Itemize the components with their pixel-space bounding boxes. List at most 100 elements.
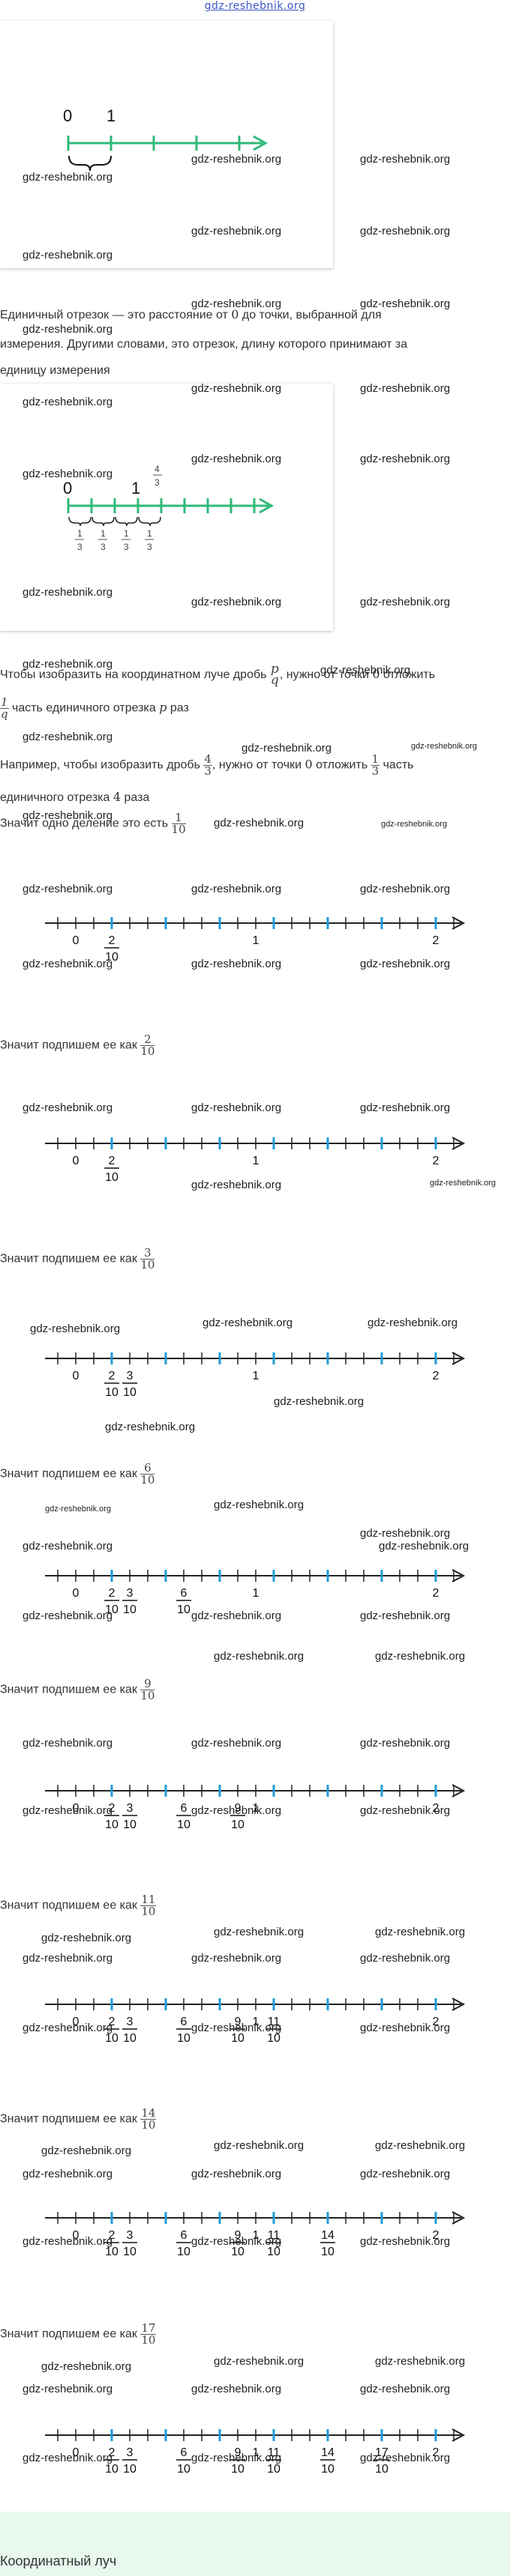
watermark: gdz-reshebnik.org xyxy=(191,2168,282,2180)
number-line-2: 0 1 2 2 10 xyxy=(45,1137,466,1184)
arrow-head xyxy=(253,135,268,151)
tick-label-one: 1 xyxy=(253,1587,260,1600)
axis-arrow xyxy=(452,2211,466,2225)
watermark: gdz-reshebnik.org xyxy=(214,1926,304,1938)
fraction-numerator: 2 xyxy=(109,1587,116,1600)
watermark: gdz-reshebnik.org xyxy=(191,2383,282,2395)
watermark: gdz-reshebnik.org xyxy=(191,1952,282,1965)
number-line-5: 0 1 2 2 10 3 10 6 10 9 10 xyxy=(45,1784,466,1831)
caption-fraction: 6 10 xyxy=(140,1461,155,1487)
tick-label-two: 2 xyxy=(433,2229,440,2242)
watermark: gdz-reshebnik.org xyxy=(41,1932,132,1944)
tick-label-one: 1 xyxy=(253,1155,260,1167)
watermark: gdz-reshebnik.org xyxy=(22,2022,113,2034)
watermark: gdz-reshebnik.org xyxy=(22,658,113,671)
caption-label-as: Значит подпишем ее как 3 10 xyxy=(0,1246,155,1272)
fraction-denominator: 10 xyxy=(177,1603,190,1616)
watermark: gdz-reshebnik.org xyxy=(22,2235,113,2248)
watermark: gdz-reshebnik.org xyxy=(191,453,282,465)
watermark: gdz-reshebnik.org xyxy=(214,817,304,829)
tick-label-two: 2 xyxy=(433,2446,440,2459)
fraction-denominator: 10 xyxy=(105,2246,118,2258)
watermark: gdz-reshebnik.org xyxy=(274,1395,364,1408)
fraction-denominator: 10 xyxy=(123,1386,136,1399)
watermark: gdz-reshebnik.org xyxy=(191,883,282,895)
watermark: gdz-reshebnik.org xyxy=(214,2355,304,2368)
site-header-link[interactable]: gdz-reshebnik.org xyxy=(204,0,306,12)
watermark: gdz-reshebnik.org xyxy=(191,1804,282,1817)
fraction-numerator: 3 xyxy=(127,1587,134,1600)
fraction-denominator: 10 xyxy=(105,1386,118,1399)
caption-label-as: Значит подпишем ее как 14 10 xyxy=(0,2106,157,2132)
fraction-denominator: 10 xyxy=(123,2463,136,2476)
watermark: gdz-reshebnik.org xyxy=(191,2022,282,2034)
tick-label-two: 2 xyxy=(433,1802,440,1815)
watermark: gdz-reshebnik.org xyxy=(191,2452,282,2464)
unit-segment-figure: 0 1 xyxy=(0,21,333,268)
tick-label-one: 1 xyxy=(253,1370,260,1382)
fraction-denominator: 10 xyxy=(177,2246,190,2258)
thirds-figure: 0 1 4 3 1 3 1 3 1 3 1 3 xyxy=(0,384,333,631)
rule-line-1: Чтобы изобразить на координатном луче др… xyxy=(0,662,436,688)
fraction-numerator: 11 xyxy=(268,2016,280,2028)
watermark: gdz-reshebnik.org xyxy=(360,883,451,895)
watermark: gdz-reshebnik.org xyxy=(191,153,282,166)
number-line-4: 0 1 2 2 10 3 10 6 10 xyxy=(45,1569,466,1616)
definition-line-1: Единичный отрезок — это расстояние от 0 … xyxy=(0,307,382,321)
watermark: gdz-reshebnik.org xyxy=(411,742,478,751)
fraction-numerator: 2 xyxy=(109,1370,116,1382)
watermark: gdz-reshebnik.org xyxy=(360,2452,451,2464)
fraction-numerator: 17 xyxy=(375,2446,388,2459)
fraction-numerator: 14 xyxy=(321,2446,334,2459)
caption-fraction: 17 10 xyxy=(140,2321,157,2347)
fraction-numerator: 6 xyxy=(181,2016,188,2028)
fraction-numerator: 2 xyxy=(109,2229,116,2242)
watermark: gdz-reshebnik.org xyxy=(360,2022,451,2034)
axis-arrow xyxy=(452,916,466,930)
watermark: gdz-reshebnik.org xyxy=(22,2452,113,2464)
caption-label-as: Значит подпишем ее как 6 10 xyxy=(0,1461,155,1487)
watermark: gdz-reshebnik.org xyxy=(375,1650,466,1663)
unit-segment-diagram: 0 1 xyxy=(63,106,268,172)
fraction-numerator: 14 xyxy=(321,2229,334,2242)
footer-link-coordinate-ray[interactable]: Координатный луч xyxy=(0,2554,117,2569)
fraction-numerator: 6 xyxy=(181,1587,188,1600)
tick-label-zero: 0 xyxy=(73,1802,80,1815)
watermark: gdz-reshebnik.org xyxy=(22,958,113,970)
watermark: gdz-reshebnik.org xyxy=(375,2139,466,2152)
watermark: gdz-reshebnik.org xyxy=(22,809,113,822)
watermark: gdz-reshebnik.org xyxy=(22,883,113,895)
axis-arrow xyxy=(452,1784,466,1798)
watermark: gdz-reshebnik.org xyxy=(22,1101,113,1114)
watermark: gdz-reshebnik.org xyxy=(360,1737,451,1750)
fraction-denominator: 10 xyxy=(267,2032,280,2045)
fraction-numerator: 9 xyxy=(235,1802,242,1815)
tick-label-one: 1 xyxy=(253,2016,260,2028)
fraction-denominator: 10 xyxy=(123,1603,136,1616)
watermark: gdz-reshebnik.org xyxy=(22,171,113,184)
watermark: gdz-reshebnik.org xyxy=(45,1505,112,1514)
watermark: gdz-reshebnik.org xyxy=(22,1952,113,1965)
fraction-denominator: 10 xyxy=(231,2032,244,2045)
watermark: gdz-reshebnik.org xyxy=(22,2383,113,2395)
fraction-denominator: 10 xyxy=(123,1818,136,1831)
watermark: gdz-reshebnik.org xyxy=(202,1316,293,1329)
axis-arrow xyxy=(452,1998,466,2011)
fraction-denominator: 10 xyxy=(321,2463,334,2476)
watermark: gdz-reshebnik.org xyxy=(360,1952,451,1965)
fraction-denominator: 10 xyxy=(123,2032,136,2045)
watermark: gdz-reshebnik.org xyxy=(191,1101,282,1114)
watermark: gdz-reshebnik.org xyxy=(368,1316,458,1329)
caption-fraction: 2 10 xyxy=(140,1032,155,1058)
fraction-numerator: 2 xyxy=(109,1155,116,1167)
fraction-numerator: 9 xyxy=(235,2446,242,2459)
number-line-6: 0 1 2 2 10 3 10 6 10 9 10 11 10 xyxy=(45,1998,466,2045)
number-line-3: 0 1 2 2 10 3 10 xyxy=(45,1352,466,1399)
fraction-numerator: 2 xyxy=(109,1802,116,1815)
number-line-1: 0 1 2 2 10 xyxy=(45,916,466,964)
watermark: gdz-reshebnik.org xyxy=(22,1609,113,1622)
definition-line-2: измерения. Другими словами, это отрезок,… xyxy=(0,338,408,351)
tick-label-zero: 0 xyxy=(73,1587,80,1600)
tick-label-zero: 0 xyxy=(73,1155,80,1167)
